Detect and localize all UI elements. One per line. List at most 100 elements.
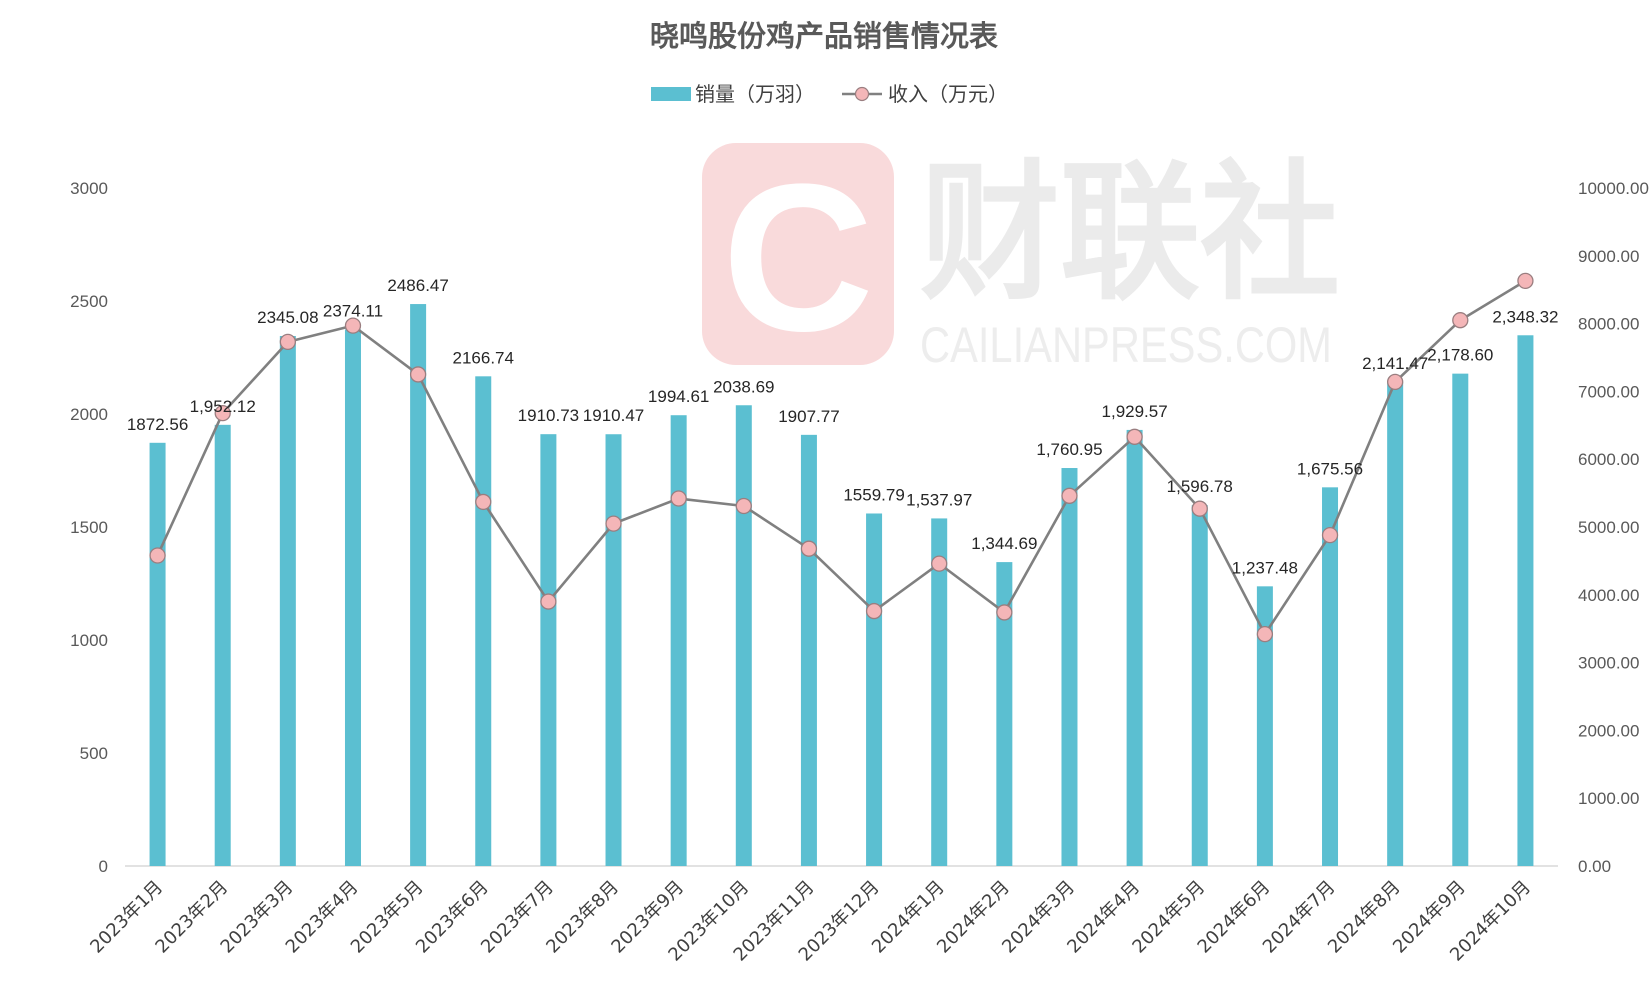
revenue-point	[409, 366, 427, 383]
revenue-point	[279, 333, 296, 351]
bar-data-label: 1,537.97	[906, 490, 972, 509]
bar-data-label: 1872.56	[127, 415, 188, 434]
bar-data-label: 1,675.56	[1297, 459, 1363, 478]
bar	[1322, 487, 1339, 866]
bar	[279, 336, 296, 866]
y-right-tick-label: 6000.00	[1578, 450, 1639, 469]
bar-data-label: 1910.73	[518, 406, 579, 425]
y-left-tick-label: 0	[99, 857, 108, 876]
bar-data-label: 2,178.60	[1427, 346, 1493, 365]
bar	[605, 434, 622, 866]
bar	[1191, 505, 1208, 866]
bar	[1452, 373, 1469, 866]
revenue-line	[156, 279, 1527, 636]
bar-data-label: 2,348.32	[1492, 307, 1558, 326]
revenue-point	[1517, 272, 1534, 290]
revenue-point	[1061, 487, 1078, 504]
y-right-tick-label: 1000.00	[1578, 789, 1639, 808]
revenue-point	[540, 593, 557, 610]
legend-bar-label: 销量（万羽）	[695, 82, 815, 106]
y-left-tick-label: 1000	[70, 631, 108, 650]
y-right-tick-label: 3000.00	[1578, 654, 1639, 673]
watermark-logo-box	[702, 143, 894, 365]
revenue-point	[1321, 526, 1339, 544]
bar-data-label: 2,141.47	[1362, 354, 1428, 373]
bar	[1517, 335, 1534, 867]
bar-data-label: 1,952.12	[190, 397, 256, 416]
bar	[1387, 382, 1404, 866]
y-axis-left: 0 500 1000 1500 2000 2500 3000	[70, 179, 108, 876]
chart-title: 晓鸣股份鸡产品销售情况表	[650, 19, 998, 53]
bar	[800, 434, 817, 866]
bar	[344, 329, 361, 866]
bar	[149, 442, 166, 866]
legend-bar-swatch	[651, 87, 691, 101]
y-right-tick-label: 5000.00	[1578, 518, 1639, 537]
revenue-point	[1256, 625, 1274, 643]
bar-data-label: 2486.47	[387, 276, 448, 295]
revenue-point	[605, 515, 622, 532]
revenue-point	[344, 317, 362, 334]
bar	[410, 304, 427, 867]
bar-data-label: 1,344.69	[971, 534, 1037, 553]
revenue-point	[1126, 428, 1143, 445]
bar	[1126, 429, 1143, 866]
legend-line-label: 收入（万元）	[888, 82, 1008, 106]
revenue-point	[1191, 500, 1208, 517]
bar-data-label: 1,760.95	[1036, 440, 1102, 459]
y-right-tick-label: 8000.00	[1578, 315, 1639, 334]
bar	[1256, 586, 1273, 866]
bar	[214, 424, 231, 866]
y-left-tick-label: 500	[80, 744, 108, 763]
bar	[475, 376, 492, 866]
bar	[735, 405, 752, 866]
y-right-tick-label: 4000.00	[1578, 586, 1639, 605]
bar-data-label: 2038.69	[713, 377, 774, 396]
y-right-tick-label: 0.00	[1578, 857, 1611, 876]
legend-line-marker	[854, 86, 870, 102]
revenue-point	[735, 497, 752, 515]
bar-data-label: 1994.61	[648, 387, 709, 406]
bar	[670, 415, 687, 866]
revenue-point	[214, 404, 231, 422]
line-series	[149, 272, 1534, 643]
bar-data-label: 2166.74	[453, 348, 514, 367]
bar-data-label: 1,596.78	[1167, 477, 1233, 496]
revenue-point	[1387, 373, 1404, 391]
y-left-tick-label: 1500	[70, 518, 108, 537]
y-left-tick-label: 3000	[70, 179, 108, 198]
bar	[931, 518, 948, 866]
watermark: C 财联社 CAILIANPRESS.COM	[702, 140, 1340, 375]
revenue-point	[996, 604, 1013, 621]
watermark-logo-letter: C	[722, 140, 874, 375]
y-right-tick-label: 7000.00	[1578, 382, 1639, 401]
bar	[866, 513, 883, 866]
bar-data-label: 1,237.48	[1232, 558, 1298, 577]
revenue-point	[1452, 312, 1469, 329]
bar	[1061, 468, 1078, 866]
y-axis-right: 0.00 1000.00 2000.00 3000.00 4000.00 5000.00 6…	[1578, 179, 1649, 876]
legend: 销量（万羽） 收入（万元）	[651, 82, 1008, 106]
revenue-point	[670, 490, 687, 507]
y-right-tick-label: 9000.00	[1578, 247, 1639, 266]
revenue-point	[931, 555, 948, 572]
bar-data-label: 1907.77	[778, 407, 839, 426]
y-right-tick-label: 10000.00	[1578, 179, 1649, 198]
bar	[540, 434, 557, 866]
bar-data-label: 1910.47	[583, 406, 644, 425]
y-left-tick-label: 2000	[70, 405, 108, 424]
x-axis-ticks: 2023年1月2023年2月2023年3月2023年4月2023年5月2023年…	[86, 877, 1535, 966]
bar-data-label: 2374.11	[323, 301, 383, 320]
y-right-tick-label: 2000.00	[1578, 721, 1639, 740]
bar-series	[149, 304, 1534, 867]
revenue-point	[865, 602, 883, 620]
bar-data-label: 2345.08	[257, 308, 318, 327]
bar-data-label: 1559.79	[843, 485, 904, 504]
revenue-point	[149, 547, 166, 564]
bar-data-label: 1,929.57	[1102, 402, 1168, 421]
watermark-text-cn: 财联社	[920, 147, 1340, 321]
revenue-point	[800, 540, 818, 557]
watermark-text-en: CAILIANPRESS.COM	[920, 317, 1332, 373]
